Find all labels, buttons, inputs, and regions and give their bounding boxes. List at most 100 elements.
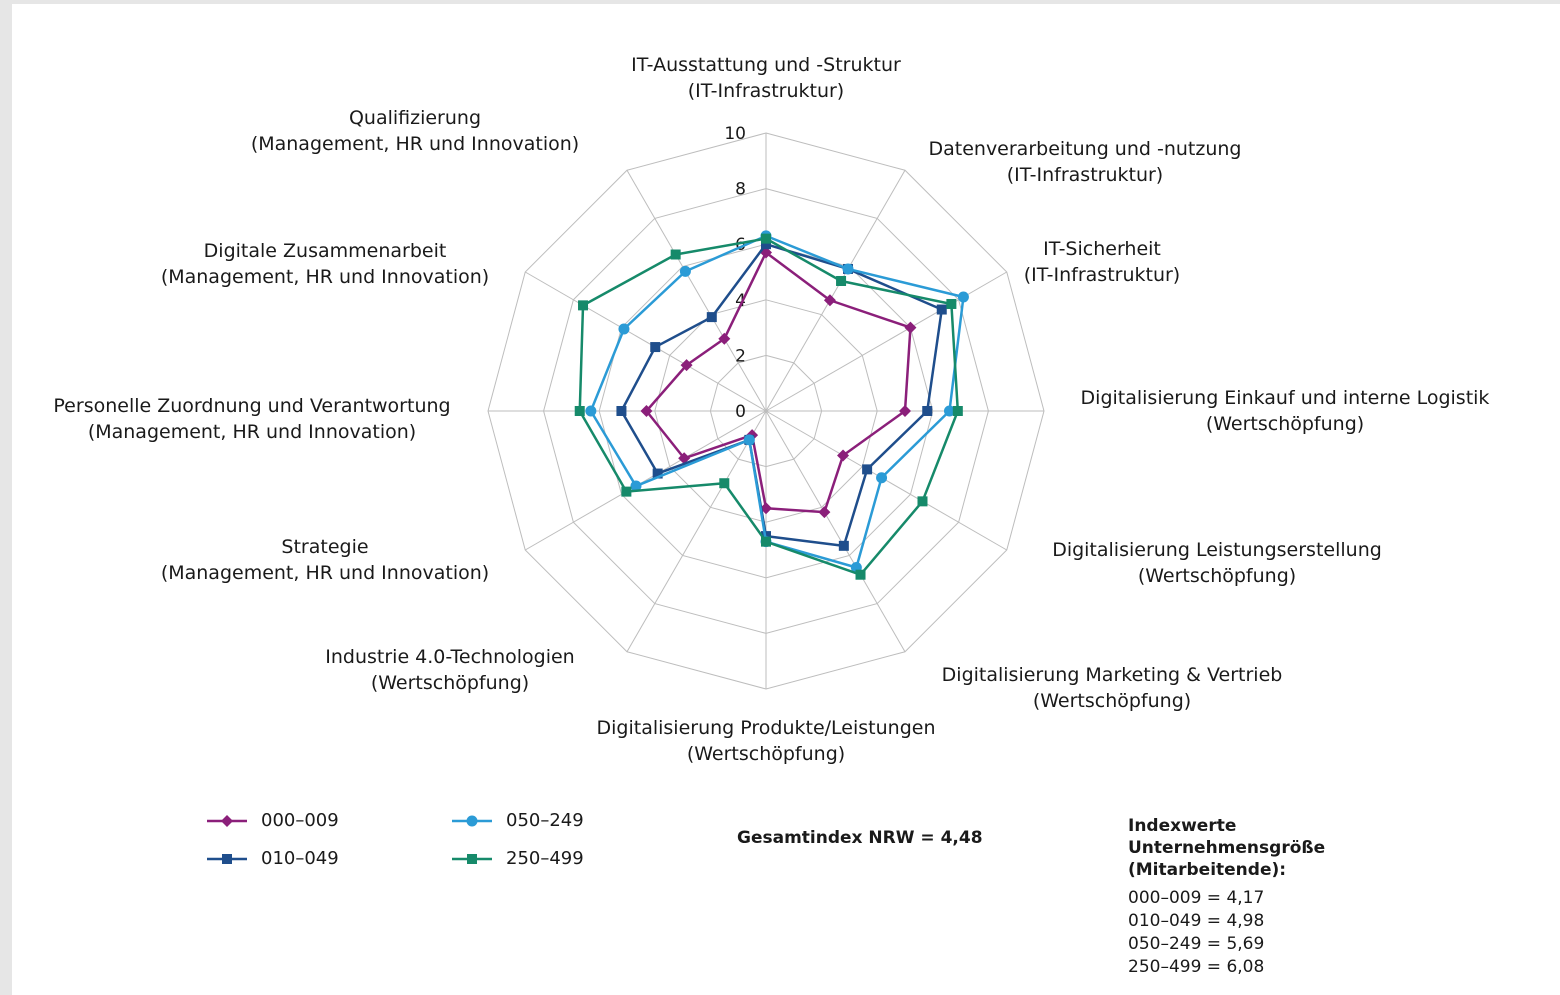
legend-marker-diamond <box>207 814 247 827</box>
data-point <box>718 332 731 345</box>
axis-label: Digitalisierung Marketing & Vertrieb (Wer… <box>942 664 1283 712</box>
grid-spoke <box>765 271 1008 412</box>
axis-label-name: Industrie 4.0-Technologien <box>325 646 574 668</box>
legend-marker-square <box>452 853 492 864</box>
radar-series <box>574 230 969 580</box>
axis-label-group: (IT-Infrastruktur) <box>1024 264 1180 286</box>
index-value: 010–049 = 4,98 <box>1128 911 1265 931</box>
tick-label: 4 <box>735 291 746 311</box>
data-point <box>680 359 693 372</box>
data-point <box>943 405 955 417</box>
index-value: 250–499 = 6,08 <box>1128 957 1265 977</box>
series-line <box>620 242 944 548</box>
data-point <box>957 291 969 303</box>
data-point <box>922 406 933 416</box>
axis-label-name: Strategie <box>281 536 368 558</box>
data-point <box>616 406 627 416</box>
axis-label-group: (Management, HR und Innovation) <box>161 562 489 584</box>
legend-item: 000–009 <box>207 810 339 831</box>
axis-label: Digitalisierung Leistungserstellung (Wert… <box>1052 539 1382 587</box>
radar-grid <box>487 132 1045 690</box>
grid-spoke <box>765 169 906 412</box>
axis-label-name: Digitale Zusammenarbeit <box>204 240 447 262</box>
axis-label-group: (Wertschöpfung) <box>687 743 845 765</box>
data-point <box>917 496 928 507</box>
grid-spoke <box>765 410 1008 551</box>
grid-spoke <box>626 410 767 653</box>
data-point <box>706 312 717 323</box>
legend-label: 000–009 <box>261 810 339 831</box>
data-point <box>578 300 589 311</box>
axis-label: Datenverarbeitung und -nutzung (IT-Infras… <box>928 138 1241 186</box>
tick-label: 6 <box>735 235 746 255</box>
legend-label: 250–499 <box>506 848 584 869</box>
legend-item: 010–049 <box>207 848 339 869</box>
grid-spoke <box>524 410 767 551</box>
data-point <box>837 449 850 462</box>
index-values-title: Indexwerte Unternehmensgröße (Mitarbeite… <box>1128 816 1326 880</box>
series-2 <box>616 239 947 551</box>
tick-label: 0 <box>735 402 746 422</box>
axis-label-name: Digitalisierung Einkauf und interne Logi… <box>1081 387 1490 409</box>
axis-label: Qualifizierung (Management, HR und Innova… <box>251 107 579 155</box>
legend: 000–009 010–049 050–249 250–499 <box>207 810 627 890</box>
series-4 <box>574 233 963 580</box>
data-point <box>652 468 663 479</box>
axis-label-name: Qualifizierung <box>349 107 481 129</box>
data-point <box>904 321 917 334</box>
data-point <box>678 452 691 465</box>
data-point <box>855 569 866 580</box>
axis-label-name: IT-Ausstattung und -Struktur <box>631 54 901 76</box>
data-point <box>936 304 947 315</box>
axis-labels: IT-Ausstattung und -Struktur (IT-Infrastr… <box>53 54 1489 765</box>
data-point <box>836 275 847 286</box>
data-point <box>760 502 772 515</box>
axis-label-group: (Wertschöpfung) <box>1206 413 1364 435</box>
axis-label-name: Digitalisierung Produkte/Leistungen <box>597 717 936 739</box>
data-point <box>818 506 831 519</box>
data-point <box>743 434 755 446</box>
series-3 <box>585 230 969 573</box>
axis-label-group: (Management, HR und Innovation) <box>88 421 416 443</box>
axis-label: IT-Sicherheit (IT-Infrastruktur) <box>1024 238 1180 286</box>
axis-label-group: (Management, HR und Innovation) <box>161 266 489 288</box>
index-value: 000–009 = 4,17 <box>1128 888 1265 908</box>
radar-chart: 0 2 4 6 8 10 IT-Ausstattung und -Struktur (IT-… <box>53 54 1489 765</box>
data-point <box>761 239 771 250</box>
axis-label-group: (Management, HR und Innovation) <box>251 133 579 155</box>
data-point <box>842 263 854 275</box>
chart-card: 0 2 4 6 8 10 IT-Ausstattung und -Struktur (IT-… <box>12 4 1560 995</box>
axis-label: Digitale Zusammenarbeit (Management, HR u… <box>161 240 489 288</box>
data-point <box>761 233 771 244</box>
data-point <box>823 294 836 307</box>
legend-item: 050–249 <box>452 810 584 831</box>
data-point <box>640 405 653 417</box>
legend-item: 250–499 <box>452 848 584 869</box>
data-point <box>618 323 630 335</box>
axis-label: Digitalisierung Einkauf und interne Logi… <box>1081 387 1490 435</box>
axis-label-name: Personelle Zuordnung und Verantwortung <box>53 395 450 417</box>
axis-label-name: Digitalisierung Marketing & Vertrieb <box>942 664 1283 686</box>
grid-spoke <box>524 271 767 412</box>
data-point <box>899 405 911 417</box>
grid-spoke <box>765 410 906 653</box>
axis-label: Personelle Zuordnung und Verantwortung (M… <box>53 395 450 443</box>
legend-marker-circle <box>452 815 492 826</box>
data-point <box>670 249 681 260</box>
axis-label: IT-Ausstattung und -Struktur (IT-Infrastr… <box>631 54 901 102</box>
data-point <box>630 480 642 492</box>
axis-label-name: Digitalisierung Leistungserstellung <box>1052 539 1382 561</box>
axis-label: Industrie 4.0-Technologien (Wertschöpfung… <box>325 646 574 694</box>
data-point <box>838 540 849 551</box>
data-point <box>574 406 585 416</box>
legend-marker-square <box>207 853 247 864</box>
index-value: 050–249 = 5,69 <box>1128 934 1265 954</box>
tick-label: 2 <box>735 346 746 366</box>
data-point <box>585 405 597 417</box>
data-point <box>719 478 730 489</box>
data-point <box>621 486 632 497</box>
axis-label-group: (IT-Infrastruktur) <box>688 80 844 102</box>
legend-label: 010–049 <box>261 848 339 869</box>
legend-label: 050–249 <box>506 810 584 831</box>
data-point <box>679 265 691 277</box>
